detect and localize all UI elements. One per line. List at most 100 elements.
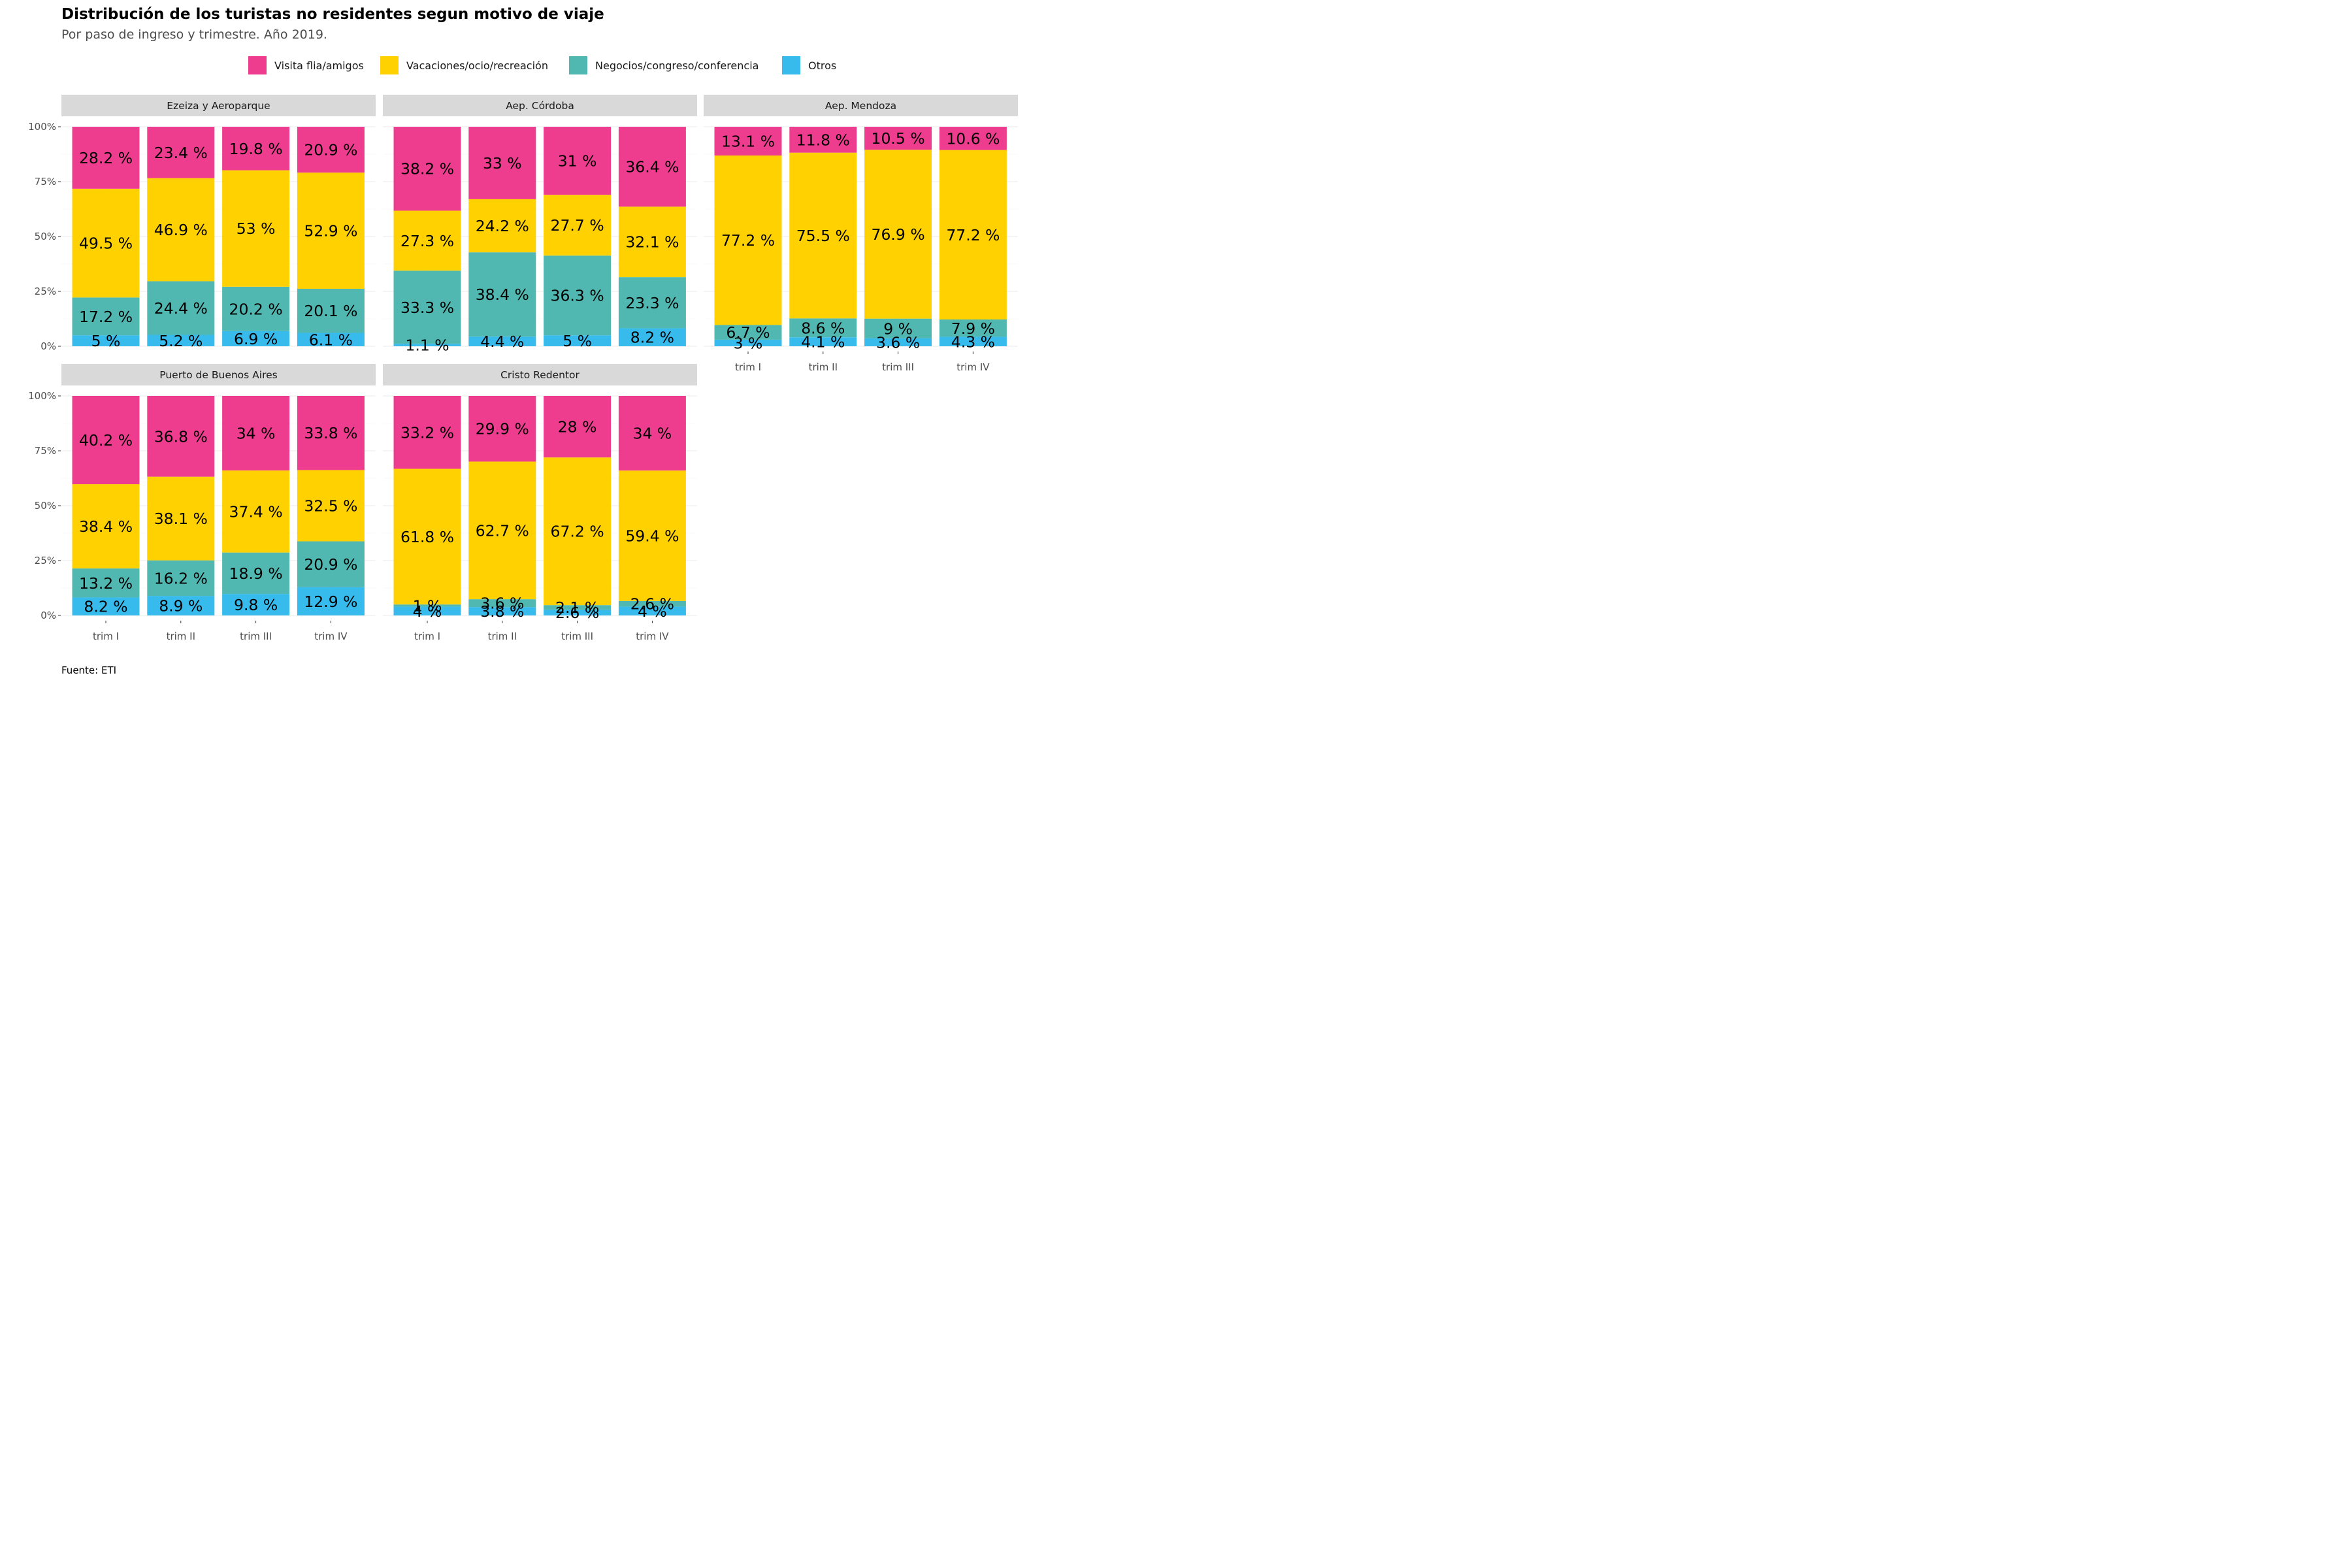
bar-segment-otros xyxy=(393,344,461,346)
bar-segment-vacaciones xyxy=(72,484,140,569)
bar-segment-negocios xyxy=(72,568,140,598)
bar-segment-negocios xyxy=(147,560,215,596)
bar-label-vacaciones: 38.4 % xyxy=(79,517,133,536)
bar-segment-otros xyxy=(222,331,290,346)
panel-strip xyxy=(383,95,697,116)
bar-label-visita: 31 % xyxy=(558,152,597,171)
bar-label-vacaciones: 76.9 % xyxy=(872,225,925,244)
bar-segment-visita xyxy=(297,396,365,470)
bar-segment-negocios xyxy=(468,252,536,337)
bar-label-visita: 13.1 % xyxy=(721,133,775,151)
bar-segment-negocios xyxy=(222,552,290,595)
bar-segment-vacaciones xyxy=(618,470,686,601)
panel-strip xyxy=(61,95,376,116)
legend: Visita flia/amigos Vacaciones/ocio/recre… xyxy=(248,56,836,74)
bar-segment-visita xyxy=(72,127,140,189)
bar-segment-vacaciones xyxy=(297,172,365,289)
bar-label-negocios: 16.2 % xyxy=(154,569,208,587)
bar-segment-visita xyxy=(544,127,612,195)
bar-segment-vacaciones xyxy=(72,188,140,298)
bar-label-visita: 33.8 % xyxy=(304,424,357,442)
bar-segment-vacaciones xyxy=(618,206,686,278)
bar-label-vacaciones: 67.2 % xyxy=(551,523,604,541)
legend-label-otros: Otros xyxy=(808,59,836,72)
bar-segment-visita xyxy=(618,127,686,207)
bar-label-vacaciones: 52.9 % xyxy=(304,222,357,240)
bar-label-otros: 8.2 % xyxy=(630,329,674,347)
bar-segment-visita xyxy=(544,396,612,458)
bar-label-otros: 4.4 % xyxy=(480,333,524,351)
y-tick-label: 0% xyxy=(41,340,56,352)
bar-segment-otros xyxy=(544,610,612,615)
x-tick-label: trim IV xyxy=(956,361,990,373)
bar-segment-otros xyxy=(618,606,686,615)
panel-puerto-de-buenos-aires: Puerto de Buenos Aires 0% 25% 50% 75% 100% 8.2… xyxy=(28,364,376,642)
bar-segment-otros xyxy=(147,596,215,615)
bar-label-otros: 4.1 % xyxy=(801,333,845,351)
bar-segment-negocios xyxy=(222,286,290,331)
bar-label-vacaciones: 61.8 % xyxy=(400,528,454,546)
bar-segment-otros xyxy=(714,339,782,346)
legend-label-negocios: Negocios/congreso/conferencia xyxy=(595,59,759,72)
bar-segment-vacaciones xyxy=(393,468,461,605)
bar-segment-otros xyxy=(864,338,932,346)
bar-segment-visita xyxy=(147,127,215,178)
x-tick-label: trim III xyxy=(240,630,272,642)
bar-segment-vacaciones xyxy=(939,150,1007,320)
bar-segment-vacaciones xyxy=(714,155,782,325)
bar-label-visita: 34 % xyxy=(237,425,276,443)
bar-label-negocios: 8.6 % xyxy=(801,319,845,337)
bar-label-vacaciones: 77.2 % xyxy=(946,226,1000,244)
bar-label-visita: 10.5 % xyxy=(872,129,925,148)
bar-segment-negocios xyxy=(544,605,612,610)
bar-segment-otros xyxy=(72,335,140,346)
bar-label-otros: 6.9 % xyxy=(234,330,278,348)
bar-segment-vacaciones xyxy=(297,470,365,542)
bar-label-vacaciones: 27.7 % xyxy=(551,216,604,235)
bar-segment-visita xyxy=(222,127,290,171)
bar-label-otros: 4 % xyxy=(413,602,442,621)
bar-segment-visita xyxy=(393,396,461,469)
bar-segment-otros xyxy=(297,587,365,615)
bar-label-visita: 29.9 % xyxy=(476,420,529,438)
legend-swatch-visita xyxy=(248,56,267,74)
bar-label-negocios: 18.9 % xyxy=(229,564,283,583)
panel-title: Aep. Mendoza xyxy=(825,100,896,112)
panel-aep-c-rdoba: Aep. Córdoba 1.1 % 33.3 % 27.3 % 38.2 % 4.4 %… xyxy=(383,95,697,355)
bar-label-vacaciones: 59.4 % xyxy=(625,527,679,546)
chart: Distribución de los turistas no resident… xyxy=(28,6,1018,676)
bar-label-vacaciones: 27.3 % xyxy=(400,232,454,250)
bar-segment-visita xyxy=(468,127,536,199)
chart-caption: Fuente: ETI xyxy=(61,664,116,676)
bar-label-visita: 11.8 % xyxy=(796,131,850,149)
bar-segment-otros xyxy=(147,335,215,346)
y-tick-label: 0% xyxy=(41,610,56,621)
bar-label-negocios: 33.3 % xyxy=(400,299,454,317)
x-tick-label: trim II xyxy=(809,361,838,373)
bar-segment-otros xyxy=(468,336,536,346)
bar-segment-negocios xyxy=(618,600,686,607)
bar-segment-negocios xyxy=(618,277,686,329)
bar-label-otros: 5 % xyxy=(563,332,592,350)
x-tick-label: trim I xyxy=(93,630,119,642)
y-tick-label: 25% xyxy=(35,286,56,297)
bar-segment-vacaciones xyxy=(789,152,857,319)
panel-title: Ezeiza y Aeroparque xyxy=(167,100,270,112)
bar-label-visita: 40.2 % xyxy=(79,431,133,449)
bar-label-vacaciones: 62.7 % xyxy=(476,521,529,540)
panel-title: Puerto de Buenos Aires xyxy=(159,369,277,381)
panel-strip xyxy=(704,95,1018,116)
bar-segment-negocios xyxy=(393,270,461,344)
bar-segment-vacaciones xyxy=(468,461,536,600)
bar-label-otros: 8.9 % xyxy=(159,597,203,615)
bar-label-negocios: 36.3 % xyxy=(551,287,604,305)
bar-label-otros: 3.6 % xyxy=(876,333,920,351)
x-tick-label: trim II xyxy=(488,630,517,642)
bar-segment-otros xyxy=(393,606,461,615)
bar-segment-visita xyxy=(222,396,290,471)
bar-label-negocios: 24.4 % xyxy=(154,299,208,318)
bar-segment-vacaciones xyxy=(222,470,290,553)
bar-label-otros: 9.8 % xyxy=(234,596,278,614)
facet-panels: Ezeiza y Aeroparque 0% 25% 50% 75% 100% 5 % 17.… xyxy=(28,95,1018,642)
bar-segment-negocios xyxy=(297,541,365,587)
